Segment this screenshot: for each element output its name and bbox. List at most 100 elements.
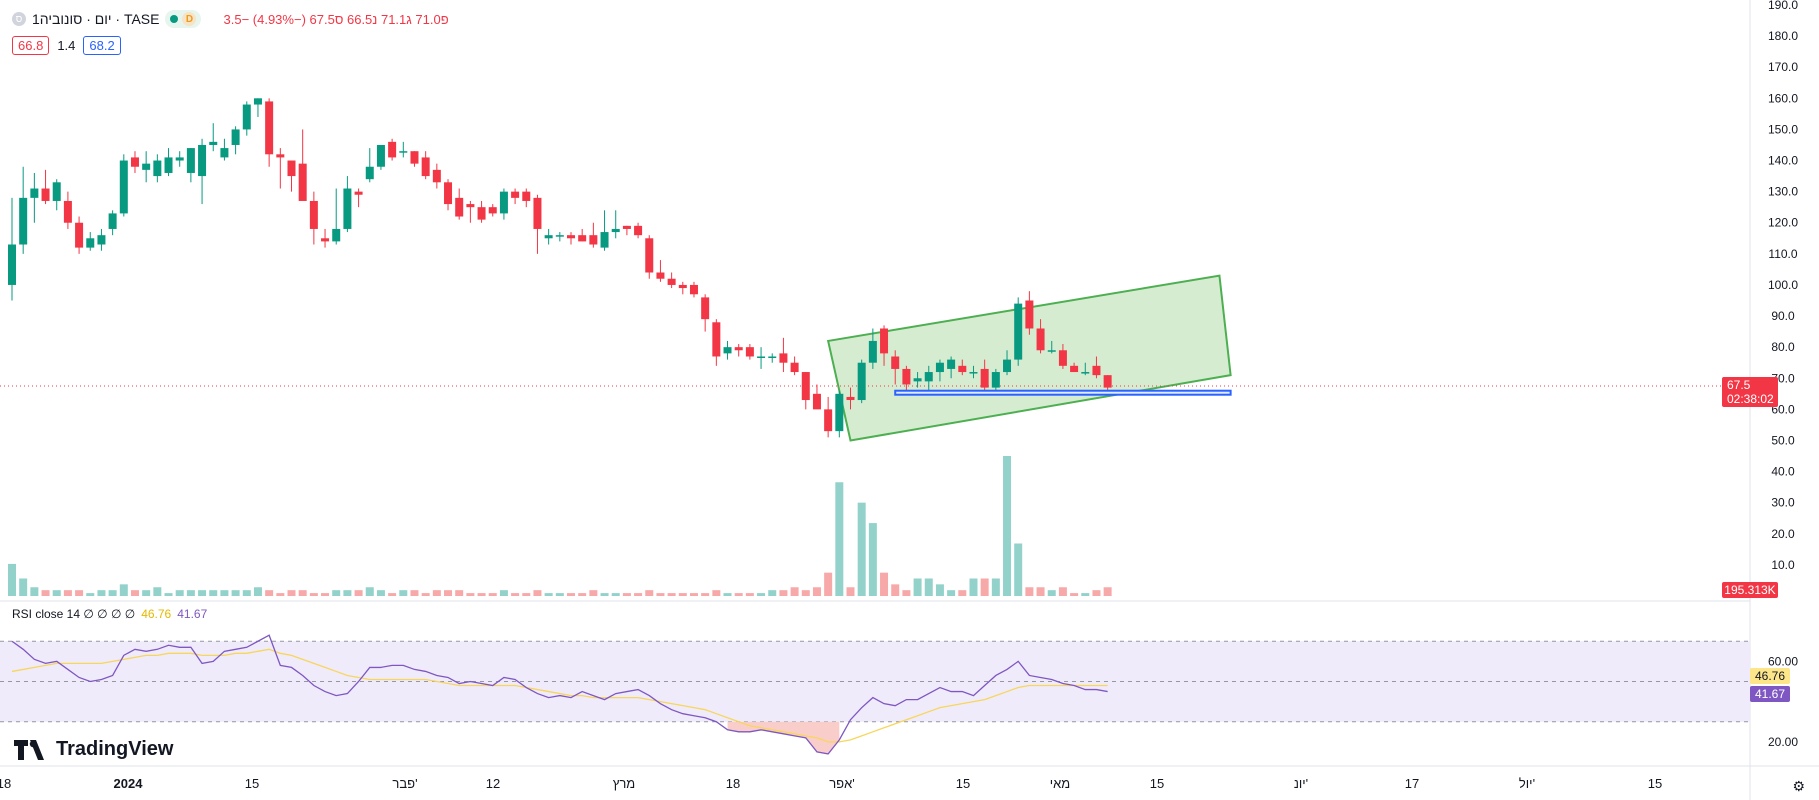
volume-bar	[779, 590, 788, 596]
volume-bar	[511, 593, 520, 596]
time-tick-label: 17	[1405, 776, 1419, 791]
candle-body	[75, 222, 84, 248]
rsi-legend-ma-value: 46.76	[141, 607, 172, 621]
volume-bar	[41, 590, 50, 596]
volume-bar	[712, 590, 721, 596]
volume-bar	[276, 593, 285, 596]
candle-body	[935, 362, 944, 373]
time-tick-label: 15	[1648, 776, 1662, 791]
volume-bar	[880, 572, 889, 596]
candle-body	[567, 235, 575, 239]
volume-bar	[1058, 587, 1067, 596]
candle-body	[1025, 300, 1034, 329]
candle-body	[868, 340, 877, 363]
rsi-legend-label: RSI close 14 ∅ ∅ ∅ ∅	[12, 607, 136, 621]
spread-value: 1.4	[57, 38, 76, 53]
volume-bar	[19, 578, 28, 596]
symbol-logo-icon: ס	[12, 12, 26, 26]
candle-body	[499, 191, 508, 214]
candle-body	[309, 200, 318, 229]
time-tick-label: 18	[0, 776, 11, 791]
volume-bar	[309, 593, 318, 596]
candle-body	[321, 238, 330, 242]
gear-icon[interactable]: ⚙	[1792, 778, 1805, 794]
volume-bar	[108, 590, 117, 596]
volume-bar	[86, 593, 95, 596]
candle-body	[947, 359, 956, 369]
order-row: 66.8 1.4 68.2	[12, 36, 121, 55]
volume-bar	[499, 590, 508, 596]
rsi-legend[interactable]: RSI close 14 ∅ ∅ ∅ ∅ 46.76 41.67	[12, 607, 207, 621]
candle-body	[63, 200, 72, 223]
candle-body	[444, 182, 453, 205]
candle-body	[477, 207, 486, 220]
price-tick-label: 80.0	[1771, 340, 1795, 354]
candle-body	[1081, 372, 1090, 374]
candle-body	[130, 157, 139, 167]
symbol-title[interactable]: 1יום · סונוביה · TASE	[32, 11, 160, 27]
volume-bar	[1003, 456, 1012, 596]
volume-bar	[388, 593, 397, 596]
candle-body	[30, 188, 39, 198]
candle-body	[164, 157, 173, 173]
volume-bar	[678, 593, 687, 596]
market-status-pill[interactable]: D	[165, 10, 202, 28]
candle-body	[600, 232, 609, 248]
time-tick-label: אפר'	[829, 776, 855, 791]
volume-bar	[231, 590, 240, 596]
candle-body	[689, 284, 698, 295]
volume-bar	[365, 587, 374, 596]
volume-bar	[332, 590, 341, 596]
volume-bar	[891, 584, 900, 596]
rsi-tick-label: 20.00	[1768, 735, 1798, 749]
candle-body	[857, 362, 866, 401]
candle-body	[1036, 328, 1045, 351]
volume-bar	[913, 578, 922, 596]
candle-body	[991, 372, 1000, 388]
volume-bar	[153, 587, 162, 596]
volume-bar	[432, 590, 441, 596]
volume-bar	[689, 593, 698, 596]
volume-bar	[287, 590, 296, 596]
price-tick-label: 90.0	[1771, 309, 1795, 323]
interval-badge: D	[182, 12, 197, 26]
volume-bar	[667, 593, 676, 596]
volume-bar	[1025, 587, 1034, 596]
price-tick-label: 140.0	[1768, 154, 1798, 168]
volume-bar	[801, 590, 810, 596]
volume-bar	[701, 593, 710, 596]
tradingview-logo[interactable]: TradingView	[14, 738, 173, 761]
candle-body	[19, 197, 28, 245]
buy-button[interactable]: 68.2	[83, 36, 121, 55]
candle-body	[611, 228, 620, 233]
candle-body	[1103, 375, 1112, 388]
rsi-tick-label: 60.00	[1768, 654, 1798, 668]
candle-body	[734, 347, 743, 351]
tradingview-brand-name: TradingView	[56, 738, 174, 760]
sell-button[interactable]: 66.8	[12, 36, 50, 55]
volume-bar	[466, 593, 475, 596]
candle-body	[231, 129, 240, 145]
price-tick-label: 20.0	[1771, 527, 1795, 541]
candle-body	[790, 362, 799, 373]
volume-label: 195.313K	[1724, 583, 1775, 597]
candle-body	[645, 238, 654, 273]
volume-bar	[734, 593, 743, 596]
volume-bar	[354, 590, 363, 596]
candle-body	[768, 356, 777, 358]
volume-bar	[488, 593, 497, 596]
time-tick-label: 15	[956, 776, 970, 791]
volume-bar	[343, 590, 352, 596]
rsi-legend-rsi-value: 41.67	[177, 607, 208, 621]
candle-body	[343, 188, 352, 229]
candle-body	[287, 160, 296, 177]
volume-bar	[198, 590, 207, 596]
volume-bar	[265, 590, 274, 596]
candle-body	[332, 228, 341, 242]
price-tick-label: 100.0	[1768, 278, 1798, 292]
time-tick-label: 15	[1150, 776, 1164, 791]
candle-body	[913, 378, 922, 382]
price-tick-label: 170.0	[1768, 60, 1798, 74]
countdown-label: 02:38:02	[1727, 392, 1774, 406]
